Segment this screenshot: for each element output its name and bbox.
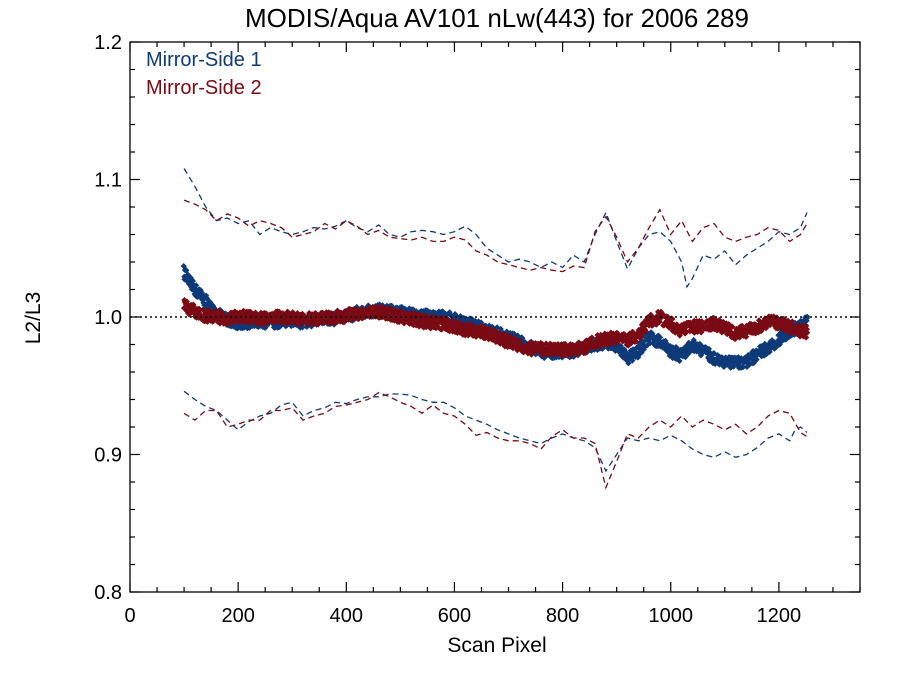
- x-tick-label: 1200: [757, 605, 802, 627]
- axis-ticks: [129, 41, 861, 593]
- y-axis-label: L2/L3: [22, 292, 45, 345]
- x-axis-label: Scan Pixel: [447, 634, 546, 657]
- series-2-point: [468, 321, 475, 328]
- series-1-point: [753, 356, 760, 363]
- series-2-point: [789, 318, 796, 325]
- y-tick-labels: 0.8 0.9 1.0 1.1 1.2: [94, 32, 122, 604]
- series-2-point: [676, 332, 683, 339]
- series-2-point: [729, 323, 736, 330]
- x-tick-label: 0: [124, 605, 135, 627]
- y-tick-label: 0.8: [94, 582, 122, 604]
- series-2: [180, 199, 811, 490]
- series-1-point: [192, 282, 200, 289]
- series-2-point: [491, 327, 498, 334]
- y-tick-label: 1.0: [94, 307, 122, 329]
- series-2-lower-dashed-line: [183, 391, 808, 490]
- series-2-point: [516, 338, 524, 345]
- series-2-point: [803, 334, 810, 341]
- x-tick-label: 400: [330, 605, 363, 627]
- y-tick-label: 0.9: [94, 445, 122, 467]
- series-1-point: [739, 364, 747, 371]
- x-tick-label: 1000: [648, 605, 693, 627]
- series-1-lower-dashed-line: [183, 390, 808, 473]
- x-tick-label: 800: [546, 605, 579, 627]
- x-tick-label: 200: [221, 605, 254, 627]
- series-2-point: [216, 320, 224, 327]
- series-layer: [180, 168, 811, 490]
- series-2-point: [588, 334, 596, 341]
- series-1-upper-dashed-line: [183, 168, 808, 289]
- series-1-point: [676, 357, 683, 365]
- legend-mirror-side-1: Mirror-Side 1: [146, 49, 262, 71]
- series-2-point: [581, 349, 589, 357]
- series-1-point: [629, 357, 636, 364]
- series-2-upper-dashed-line: [183, 199, 808, 273]
- series-2-point: [803, 326, 811, 333]
- legend-mirror-side-2: Mirror-Side 2: [146, 77, 262, 99]
- y-tick-label: 1.2: [94, 32, 122, 54]
- x-tick-label: 600: [438, 605, 471, 627]
- y-tick-label: 1.1: [94, 170, 122, 192]
- x-tick-labels: 0 200 400 600 800 1000 1200: [124, 605, 801, 627]
- chart-title: MODIS/Aqua AV101 nLw(443) for 2006 289: [245, 3, 749, 33]
- series-2-point: [642, 328, 649, 335]
